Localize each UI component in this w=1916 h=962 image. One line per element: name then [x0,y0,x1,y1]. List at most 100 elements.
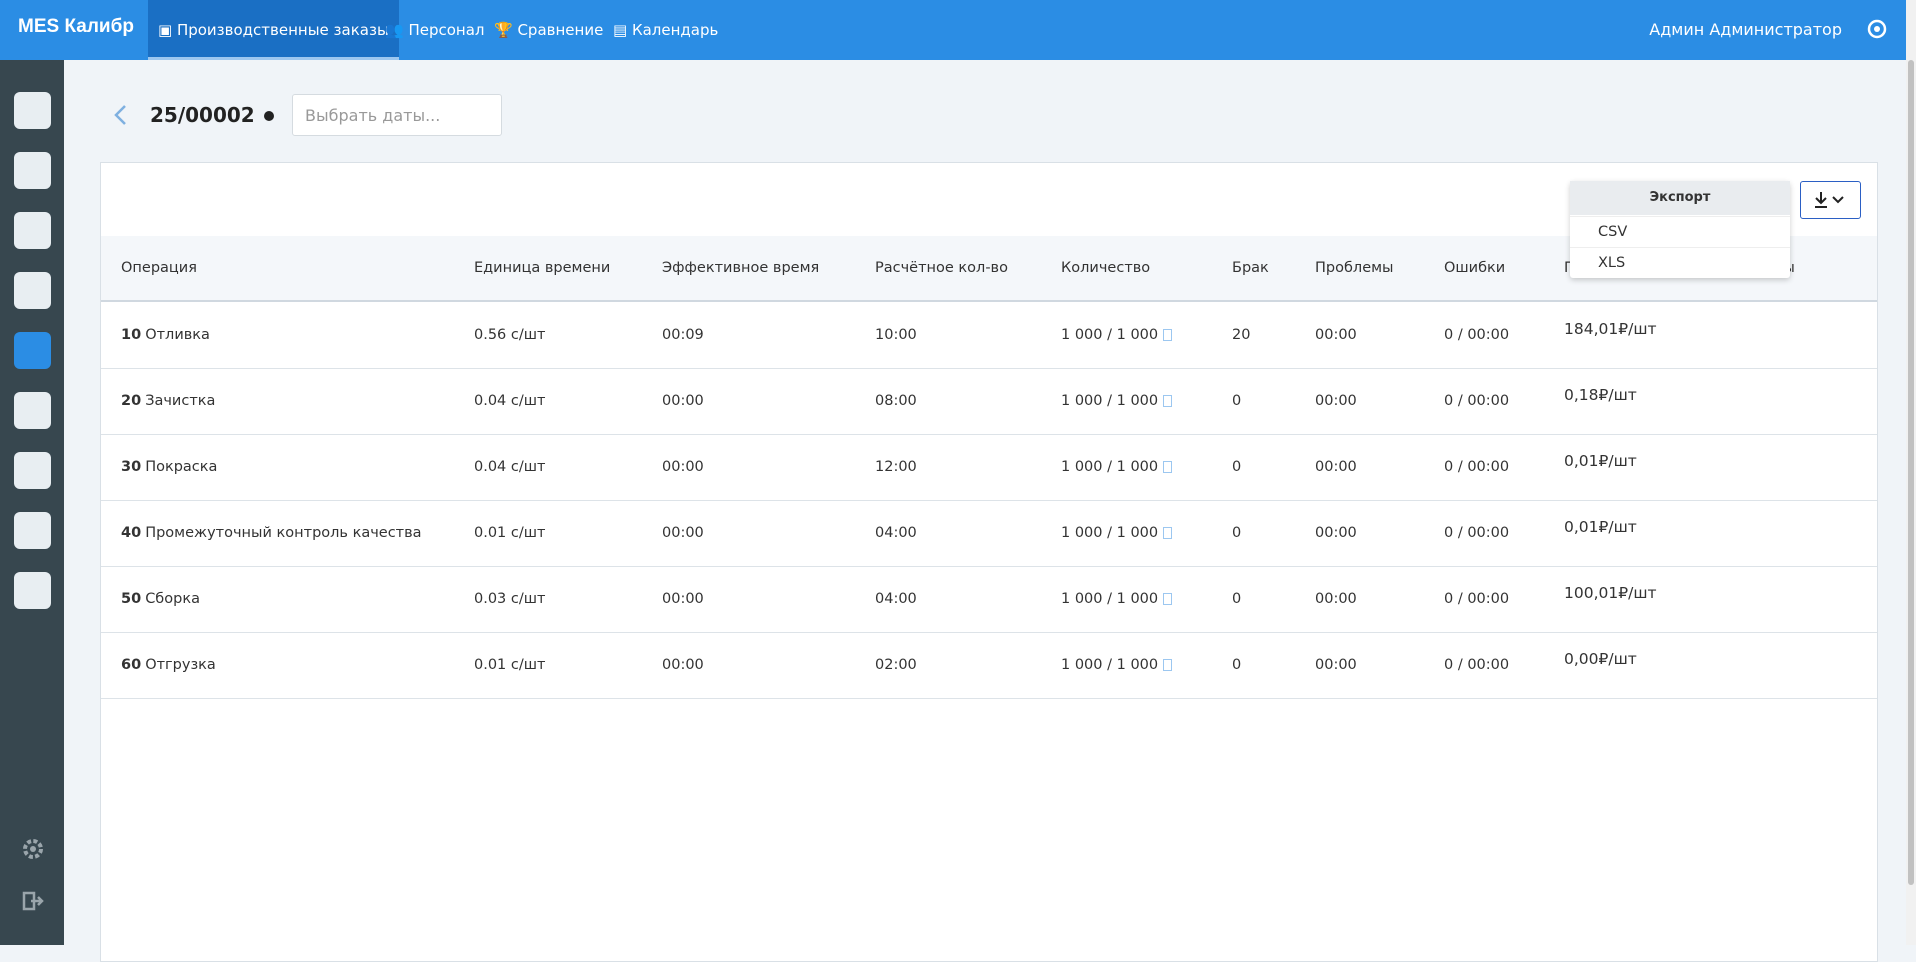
table-row: 20 Зачистка 0.04 с/шт 00:00 08:00 1 000 / 1 0… [101,369,1877,435]
menu-item[interactable]: CSV [1570,216,1790,247]
export-menu: Экспорт CSV XLS [1570,181,1790,278]
placeholder: Выбрать даты... [305,106,441,125]
cell: 0,00₽/шт [1564,650,1637,668]
operation-number: 60 [121,657,142,673]
cell: 02:00 [875,657,917,673]
cell: 0.01 с/шт [474,657,546,673]
logout-icon[interactable] [21,889,45,913]
cell: 0 [1232,657,1242,673]
nav-label: Сравнение [517,21,604,39]
cell: 1 000 / 1 000 [1061,459,1173,475]
cell: 1 000 / 1 000 [1061,327,1173,343]
side-button[interactable] [14,212,51,249]
column-header: Проблемы [1315,260,1394,276]
cell: 0.01 с/шт [474,525,546,541]
column-header: Количество [1061,260,1151,276]
nav-staff[interactable]: 👥 Персонал [385,21,485,39]
operation-name: Отливка [145,327,210,343]
operation-number: 40 [121,525,142,541]
nav-compare[interactable]: 🏆 Сравнение [494,21,604,39]
cell: 0 [1232,591,1242,607]
date-input[interactable]: Выбрать даты... [292,94,502,136]
scroll-thumb[interactable] [1908,60,1914,885]
cell: 00:09 [662,327,704,343]
side-button[interactable] [14,512,51,549]
cell: 0 / 00:00 [1444,657,1510,673]
operation-number: 30 [121,459,142,475]
copy-icon[interactable] [1163,395,1173,407]
nav-calendar[interactable]: ▤ Календарь [613,21,719,39]
cell: 00:00 [1315,459,1357,475]
cell: 08:00 [875,393,917,409]
cell: 0.04 с/шт [474,393,546,409]
side-button[interactable] [14,92,51,129]
side-button[interactable] [14,392,51,429]
copy-icon[interactable] [1163,461,1173,473]
table-row: 50 Сборка 0.03 с/шт 00:00 04:00 1 000 / 1 000… [101,567,1877,633]
cell: 00:00 [1315,657,1357,673]
cell: 0.04 с/шт [474,459,546,475]
nav-label: Календарь [631,21,719,39]
cell: 04:00 [875,591,917,607]
menu-label: XLS [1598,255,1626,271]
operation-number: 20 [121,393,142,409]
cell: 184,01₽/шт [1564,320,1657,338]
cell: 00:00 [1315,393,1357,409]
cell: 100,01₽/шт [1564,584,1657,602]
cell: 0 / 00:00 [1444,459,1510,475]
nav-label: ▣ [158,21,177,39]
brand[interactable]: MES Калибр [18,16,134,37]
cell: 12:00 [875,459,917,475]
table-row: 60 Отгрузка 0.01 с/шт 00:00 02:00 1 000 / 1 0… [101,633,1877,699]
cell: 0 [1232,393,1242,409]
side-button[interactable] [14,332,51,369]
copy-icon[interactable] [1163,659,1173,671]
cell: 0 [1232,459,1242,475]
side-button[interactable] [14,572,51,609]
cell: 00:00 [662,459,704,475]
column-header: Единица времени [474,260,611,276]
operation-cell: 20 Зачистка [121,393,215,409]
operation-name: Отгрузка [145,657,216,673]
operation-cell: 40 Промежуточный контроль качества [121,525,422,541]
order-title: 25/00002 [150,103,255,127]
cell: 0,01₽/шт [1564,518,1637,536]
cell: 1 000 / 1 000 [1061,525,1173,541]
user-icon[interactable] [1866,18,1888,40]
column-header: Ошибки [1444,260,1506,276]
cell: 0 / 00:00 [1444,591,1510,607]
status-dot [264,111,274,121]
back-button[interactable] [113,104,129,126]
menu-label: CSV [1598,224,1628,240]
cell: 10:00 [875,327,917,343]
operation-name: Зачистка [145,393,216,409]
user-name[interactable]: Админ Администратор [1649,20,1842,39]
cell: 1 000 / 1 000 [1061,657,1173,673]
column-header: Операция [121,260,197,276]
cell: 1 000 / 1 000 [1061,393,1173,409]
nav-orders[interactable]: ▣ Производственные заказы [148,0,399,60]
cell: 00:00 [662,525,704,541]
side-button[interactable] [14,452,51,489]
nav-label: Производственные заказы [176,21,389,39]
copy-icon[interactable] [1163,329,1173,341]
table-row: 30 Покраска 0.04 с/шт 00:00 12:00 1 000 / 1 0… [101,435,1877,501]
operation-cell: 60 Отгрузка [121,657,216,673]
table-row: 10 Отливка 0.56 с/шт 00:09 10:00 1 000 / 1 00… [101,303,1877,369]
cell: 0 / 00:00 [1444,327,1510,343]
side-button[interactable] [14,272,51,309]
operation-cell: 10 Отливка [121,327,210,343]
cell: 04:00 [875,525,917,541]
export-button[interactable] [1800,181,1861,219]
menu-title: Экспорт [1570,181,1790,215]
copy-icon[interactable] [1163,593,1173,605]
cell: 0,18₽/шт [1564,386,1637,404]
side-button[interactable] [14,152,51,189]
settings-icon[interactable] [21,837,45,861]
column-header: Расчётное кол-во [875,260,1008,276]
menu-item[interactable]: XLS [1570,247,1790,278]
cell: 00:00 [1315,525,1357,541]
copy-icon[interactable] [1163,527,1173,539]
cell: 00:00 [662,591,704,607]
